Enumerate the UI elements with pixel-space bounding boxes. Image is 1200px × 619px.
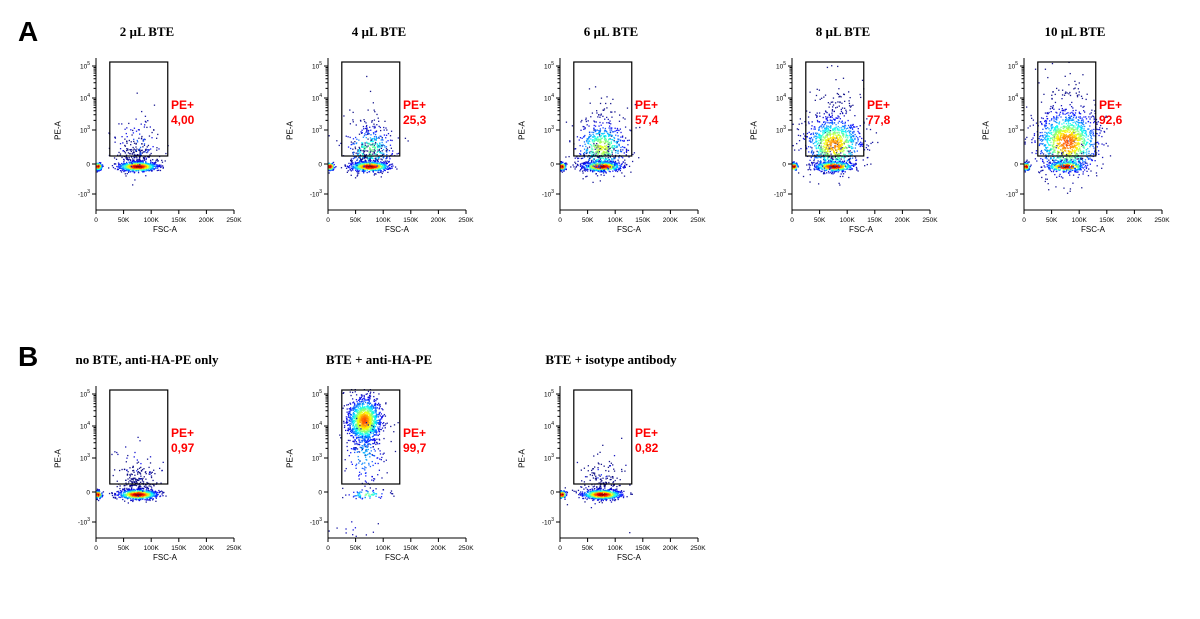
gate-percent: 99,7 — [403, 441, 427, 455]
gate-name: PE+ — [867, 98, 891, 112]
gate-label: PE+ 0,82 — [635, 426, 658, 456]
flow-plot: BTE + isotype antibody PE-A FSC-A PE+ 0,… — [516, 350, 706, 577]
plot-title: 4 µL BTE — [351, 24, 407, 39]
x-axis-label: FSC-A — [1081, 225, 1105, 234]
gate-label: PE+ 4,00 — [171, 98, 194, 128]
flow-scatter-canvas — [284, 54, 474, 249]
flow-scatter-canvas — [516, 382, 706, 577]
y-axis-label: PE-A — [749, 121, 759, 140]
flow-plot: 10 µL BTE PE-A FSC-A PE+ 92,6 — [980, 22, 1170, 249]
flow-scatter-canvas — [748, 54, 938, 249]
gate-name: PE+ — [1099, 98, 1123, 112]
plot-area: PE-A FSC-A PE+ 92,6 — [980, 54, 1170, 249]
gate-label: PE+ 0,97 — [171, 426, 194, 456]
gate-percent: 57,4 — [635, 113, 659, 127]
flow-scatter-canvas — [52, 382, 242, 577]
gate-name: PE+ — [635, 426, 659, 440]
plot-area: PE-A FSC-A PE+ 57,4 — [516, 54, 706, 249]
x-axis-label: FSC-A — [617, 553, 641, 562]
flow-scatter-canvas — [980, 54, 1170, 249]
plot-area: PE-A FSC-A PE+ 77,8 — [748, 54, 938, 249]
plot-title: BTE + isotype antibody — [545, 352, 677, 367]
plot-title: 8 µL BTE — [815, 24, 871, 39]
plot-title: BTE + anti-HA-PE — [325, 352, 433, 367]
plot-area: PE-A FSC-A PE+ 0,82 — [516, 382, 706, 577]
panel-b-plots: no BTE, anti-HA-PE only PE-A FSC-A PE+ 0… — [52, 350, 706, 577]
x-axis-label: FSC-A — [153, 553, 177, 562]
panel-a-plots: 2 µL BTE PE-A FSC-A PE+ 4,00 4 µL BTE PE… — [52, 22, 1170, 249]
x-axis-label: FSC-A — [153, 225, 177, 234]
gate-percent: 25,3 — [403, 113, 427, 127]
flow-plot: BTE + anti-HA-PE PE-A FSC-A PE+ 99,7 — [284, 350, 474, 577]
gate-label: PE+ 99,7 — [403, 426, 426, 456]
plot-title: 6 µL BTE — [583, 24, 639, 39]
y-axis-label: PE-A — [517, 121, 527, 140]
plot-title: 10 µL BTE — [1044, 24, 1106, 39]
gate-percent: 0,97 — [171, 441, 195, 455]
flow-plot: 2 µL BTE PE-A FSC-A PE+ 4,00 — [52, 22, 242, 249]
x-axis-label: FSC-A — [385, 225, 409, 234]
panel-b-label: B — [18, 341, 39, 372]
plot-area: PE-A FSC-A PE+ 25,3 — [284, 54, 474, 249]
flow-plot: 8 µL BTE PE-A FSC-A PE+ 77,8 — [748, 22, 938, 249]
gate-label: PE+ 77,8 — [867, 98, 890, 128]
plot-title: 2 µL BTE — [119, 24, 175, 39]
y-axis-label: PE-A — [517, 449, 527, 468]
panel-a-label: A — [18, 16, 39, 47]
gate-name: PE+ — [171, 98, 195, 112]
gate-label: PE+ 25,3 — [403, 98, 426, 128]
flow-scatter-canvas — [52, 54, 242, 249]
x-axis-label: FSC-A — [385, 553, 409, 562]
flow-plot: no BTE, anti-HA-PE only PE-A FSC-A PE+ 0… — [52, 350, 242, 577]
plot-area: PE-A FSC-A PE+ 99,7 — [284, 382, 474, 577]
x-axis-label: FSC-A — [617, 225, 641, 234]
gate-percent: 92,6 — [1099, 113, 1123, 127]
y-axis-label: PE-A — [53, 449, 63, 468]
y-axis-label: PE-A — [285, 449, 295, 468]
y-axis-label: PE-A — [53, 121, 63, 140]
plot-title: no BTE, anti-HA-PE only — [75, 352, 219, 367]
gate-name: PE+ — [171, 426, 195, 440]
plot-area: PE-A FSC-A PE+ 4,00 — [52, 54, 242, 249]
plot-area: PE-A FSC-A PE+ 0,97 — [52, 382, 242, 577]
flow-scatter-canvas — [516, 54, 706, 249]
flow-plot: 4 µL BTE PE-A FSC-A PE+ 25,3 — [284, 22, 474, 249]
gate-name: PE+ — [635, 98, 659, 112]
gate-label: PE+ 57,4 — [635, 98, 658, 128]
flow-plot: 6 µL BTE PE-A FSC-A PE+ 57,4 — [516, 22, 706, 249]
gate-percent: 77,8 — [867, 113, 891, 127]
y-axis-label: PE-A — [285, 121, 295, 140]
gate-name: PE+ — [403, 98, 427, 112]
gate-percent: 4,00 — [171, 113, 195, 127]
flow-scatter-canvas — [284, 382, 474, 577]
y-axis-label: PE-A — [981, 121, 991, 140]
gate-percent: 0,82 — [635, 441, 659, 455]
gate-label: PE+ 92,6 — [1099, 98, 1122, 128]
x-axis-label: FSC-A — [849, 225, 873, 234]
gate-name: PE+ — [403, 426, 427, 440]
